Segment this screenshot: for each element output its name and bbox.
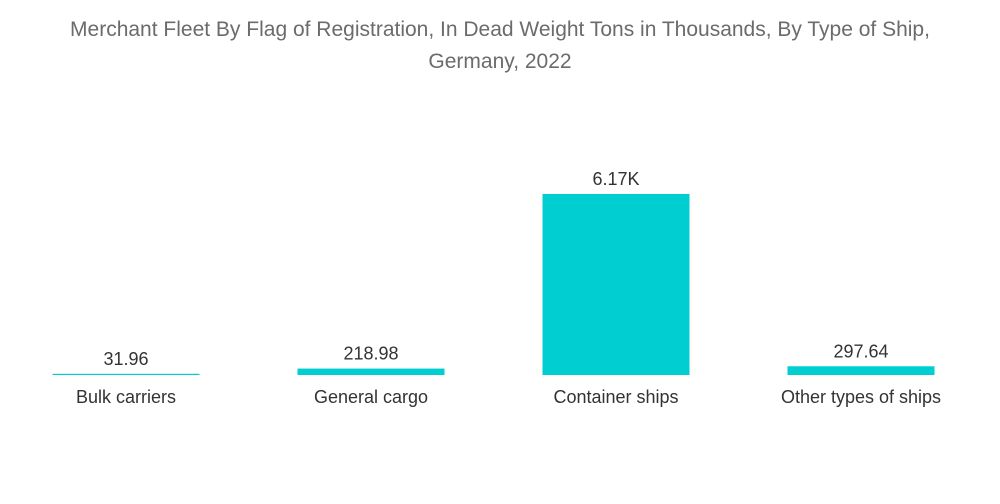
category-label-1: Bulk carriers <box>76 387 176 407</box>
chart-title-line-1: Merchant Fleet By Flag of Registration, … <box>70 18 930 41</box>
bar-1 <box>52 373 200 375</box>
data-label-1: 31.96 <box>103 349 148 369</box>
data-label-3: 6.17K <box>592 169 639 189</box>
chart-title-line-2: Germany, 2022 <box>428 50 572 73</box>
data-label-4: 297.64 <box>833 341 888 361</box>
category-label-3: Container ships <box>553 387 678 407</box>
bar-4 <box>787 366 935 375</box>
category-label-2: General cargo <box>314 387 428 407</box>
data-label-2: 218.98 <box>343 344 398 364</box>
bar-2 <box>297 368 445 375</box>
chart-title: Merchant Fleet By Flag of Registration, … <box>0 14 1000 78</box>
category-label-4: Other types of ships <box>781 387 941 407</box>
bar-3 <box>542 194 690 375</box>
